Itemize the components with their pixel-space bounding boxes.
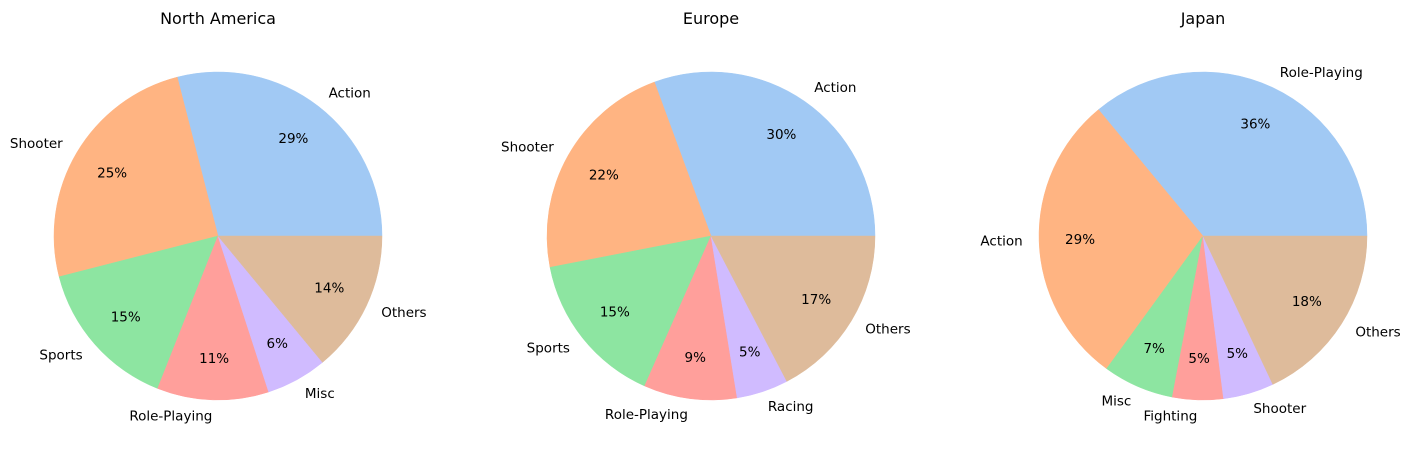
slice-percent-label: 6% bbox=[267, 336, 289, 352]
pie-slice-others bbox=[217, 235, 383, 363]
pie-slice-action bbox=[1038, 109, 1204, 370]
slice-category-label: Role-Playing bbox=[1280, 65, 1363, 81]
slice-percent-label: 5% bbox=[1188, 351, 1210, 367]
slice-category-label: Others bbox=[1355, 325, 1400, 341]
pie-slice-role-playing bbox=[1098, 71, 1368, 237]
slice-percent-label: 17% bbox=[801, 292, 831, 308]
pie-slice-others bbox=[1202, 235, 1368, 385]
pie-slice-shooter bbox=[546, 81, 712, 268]
pie-slice-action bbox=[176, 71, 383, 237]
slice-percent-label: 14% bbox=[314, 280, 344, 296]
pie-slices: 36% Role-Playing 29% Action 7% Misc 5% Fighting… bbox=[980, 65, 1400, 425]
slice-percent-label: 22% bbox=[589, 168, 619, 184]
slice-category-label: Sports bbox=[527, 340, 570, 356]
slice-percent-label: 30% bbox=[766, 127, 796, 143]
pie-slice-sports bbox=[549, 235, 712, 387]
slice-category-label: Shooter bbox=[501, 139, 554, 155]
slice-category-label: Others bbox=[865, 322, 910, 338]
pie-slices: 29% Action 25% Shooter 15% Sports 11% Role-Play… bbox=[10, 71, 427, 424]
slice-category-label: Role-Playing bbox=[605, 407, 688, 423]
slice-percent-label: 18% bbox=[1292, 294, 1322, 310]
slice-category-label: Shooter bbox=[10, 136, 63, 152]
slice-category-label: Racing bbox=[768, 399, 814, 415]
slice-percent-label: 36% bbox=[1240, 117, 1270, 133]
slice-category-label: Misc bbox=[1101, 394, 1131, 410]
slice-percent-label: 15% bbox=[600, 305, 630, 321]
slice-category-label: Others bbox=[381, 305, 426, 321]
pie-panel-europe: Europe 30% Action 22% Shooter 15% Sports 9% Rol… bbox=[501, 9, 911, 423]
slice-percent-label: 7% bbox=[1143, 341, 1165, 357]
pie-panel-japan: Japan 36% Role-Playing 29% Action 7% Misc 5% Fi… bbox=[980, 9, 1400, 424]
slice-percent-label: 5% bbox=[739, 345, 761, 361]
slice-category-label: Fighting bbox=[1143, 408, 1197, 424]
slice-category-label: Misc bbox=[305, 386, 335, 402]
slice-percent-label: 11% bbox=[199, 351, 229, 367]
pie-slice-others bbox=[710, 235, 876, 382]
slice-percent-label: 29% bbox=[1065, 232, 1095, 248]
pie-slice-shooter bbox=[53, 76, 219, 278]
pie-slices: 30% Action 22% Shooter 15% Sports 9% Role-Playi… bbox=[501, 71, 911, 423]
slice-category-label: Sports bbox=[39, 347, 82, 363]
slice-percent-label: 15% bbox=[111, 309, 141, 325]
slice-category-label: Action bbox=[980, 234, 1022, 250]
slice-percent-label: 5% bbox=[1227, 346, 1249, 362]
pie-slice-role-playing bbox=[644, 235, 738, 401]
chart-title: Europe bbox=[683, 9, 739, 28]
slice-category-label: Shooter bbox=[1253, 401, 1306, 417]
slice-percent-label: 25% bbox=[97, 165, 127, 181]
pie-slice-sports bbox=[58, 235, 219, 389]
slice-category-label: Action bbox=[329, 85, 371, 101]
pie-panel-north-america: North America 29% Action 25% Shooter 15% Spor… bbox=[10, 9, 427, 424]
pie-slice-role-playing bbox=[157, 235, 269, 401]
slice-category-label: Action bbox=[814, 80, 856, 96]
slice-category-label: Role-Playing bbox=[129, 408, 212, 424]
pie-slice-action bbox=[654, 71, 876, 237]
chart-title: North America bbox=[160, 9, 276, 28]
slice-percent-label: 9% bbox=[685, 350, 707, 366]
slice-percent-label: 29% bbox=[278, 131, 308, 147]
chart-title: Japan bbox=[1180, 9, 1226, 28]
